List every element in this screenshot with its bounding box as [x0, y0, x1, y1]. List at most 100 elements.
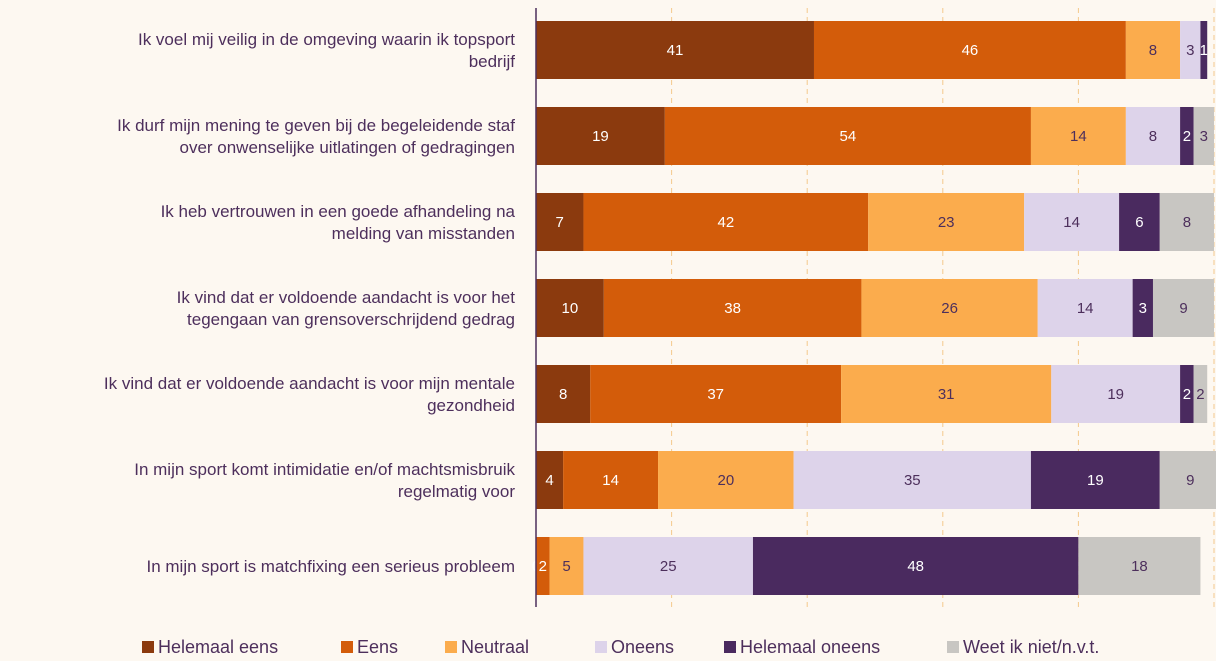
data-label: 1: [1200, 42, 1208, 59]
data-label: 37: [707, 386, 724, 403]
category-label: bedrijf: [469, 52, 516, 71]
legend-label: Neutraal: [461, 637, 529, 657]
bar-segment: [861, 279, 1038, 337]
data-label: 23: [938, 214, 955, 231]
legend-label: Eens: [357, 637, 398, 657]
bar-segment: [1200, 21, 1208, 79]
bar-segment: [813, 21, 1126, 79]
category-label: regelmatig voor: [398, 482, 516, 501]
data-label: 42: [717, 214, 734, 231]
bar-segment: [549, 537, 584, 595]
data-label: 18: [1131, 558, 1148, 575]
category-labels: Ik voel mij veilig in de omgeving waarin…: [104, 30, 516, 576]
bar-segment: [752, 537, 1079, 595]
data-label: 3: [1200, 128, 1208, 145]
data-label: 9: [1179, 300, 1187, 317]
data-label: 9: [1186, 472, 1194, 489]
legend-label: Helemaal oneens: [740, 637, 880, 657]
data-label: 8: [1149, 128, 1157, 145]
data-label: 7: [556, 214, 564, 231]
bar-segment: [868, 193, 1025, 251]
bar-segment: [536, 451, 564, 509]
data-label: 19: [1107, 386, 1124, 403]
data-label: 2: [1183, 386, 1191, 403]
bar-segment: [1051, 365, 1181, 423]
data-label: 10: [562, 300, 579, 317]
bar-segment: [1030, 107, 1126, 165]
data-label: 3: [1139, 300, 1147, 317]
data-label: 31: [938, 386, 955, 403]
data-label: 14: [602, 472, 619, 489]
data-label: 41: [667, 42, 684, 59]
legend-label: Helemaal eens: [158, 637, 278, 657]
bar-segment: [536, 537, 550, 595]
data-label: 14: [1063, 214, 1080, 231]
data-label: 2: [539, 558, 547, 575]
bar-segment: [1119, 193, 1160, 251]
bar-segment: [1180, 365, 1194, 423]
bar-segment: [1180, 107, 1194, 165]
legend-swatch: [724, 641, 736, 653]
legend-label: Weet ik niet/n.v.t.: [963, 637, 1099, 657]
data-label: 5: [562, 558, 570, 575]
bar-segment: [1193, 365, 1208, 423]
category-label: melding van misstanden: [332, 224, 515, 243]
category-label: Ik vind dat er voldoende aandacht is voo…: [104, 374, 515, 393]
bar-segment: [563, 451, 659, 509]
bar-segment: [1037, 279, 1133, 337]
bar-segment: [1125, 21, 1181, 79]
data-label: 3: [1186, 42, 1194, 59]
data-label: 19: [1087, 472, 1104, 489]
bar-segment: [590, 365, 842, 423]
data-label: 2: [1196, 386, 1204, 403]
data-label: 8: [1149, 42, 1157, 59]
category-label: In mijn sport is matchfixing een serieus…: [147, 557, 516, 576]
bar-segment: [1030, 451, 1160, 509]
data-label: 14: [1077, 300, 1094, 317]
data-label: 46: [962, 42, 979, 59]
data-label: 14: [1070, 128, 1087, 145]
bar-segment: [658, 451, 794, 509]
bar-segment: [536, 107, 665, 165]
data-label: 19: [592, 128, 609, 145]
data-label: 20: [717, 472, 734, 489]
bar-segment: [536, 365, 591, 423]
data-label: 54: [840, 128, 857, 145]
bar-segment: [1193, 107, 1214, 165]
bar-segment: [536, 279, 604, 337]
bar-segment: [603, 279, 862, 337]
data-label: 8: [559, 386, 567, 403]
data-label: 4: [545, 472, 553, 489]
bar-segment: [841, 365, 1052, 423]
bar-segment: [1159, 451, 1216, 509]
category-label: gezondheid: [427, 396, 515, 415]
legend-swatch: [142, 641, 154, 653]
bar-segment: [1078, 537, 1201, 595]
bar-segment: [793, 451, 1031, 509]
legend: Helemaal eens Eens Neutraal Oneens Helemaal …: [142, 637, 1099, 657]
bar-segment: [1152, 279, 1214, 337]
legend-swatch: [341, 641, 353, 653]
category-label: over onwenselijke uitlatingen of gedragi…: [179, 138, 515, 157]
data-label: 2: [1183, 128, 1191, 145]
bar-segment: [1159, 193, 1214, 251]
bar-segment: [1132, 279, 1153, 337]
category-label: tegengaan van grensoverschrijdend gedrag: [187, 310, 515, 329]
bar-segment: [1024, 193, 1120, 251]
bar-segment: [536, 193, 584, 251]
bar-segment: [536, 21, 814, 79]
legend-swatch: [595, 641, 607, 653]
legend-label: Oneens: [611, 637, 674, 657]
legend-swatch: [445, 641, 457, 653]
data-label: 48: [907, 558, 924, 575]
bar-segment: [664, 107, 1031, 165]
category-label: Ik heb vertrouwen in een goede afhandeli…: [161, 202, 516, 221]
bar-segment: [1125, 107, 1181, 165]
category-label: Ik vind dat er voldoende aandacht is voo…: [177, 288, 516, 307]
data-label: 38: [724, 300, 741, 317]
data-label: 6: [1135, 214, 1143, 231]
data-label: 25: [660, 558, 677, 575]
bar-segment: [1180, 21, 1201, 79]
data-label: 8: [1183, 214, 1191, 231]
